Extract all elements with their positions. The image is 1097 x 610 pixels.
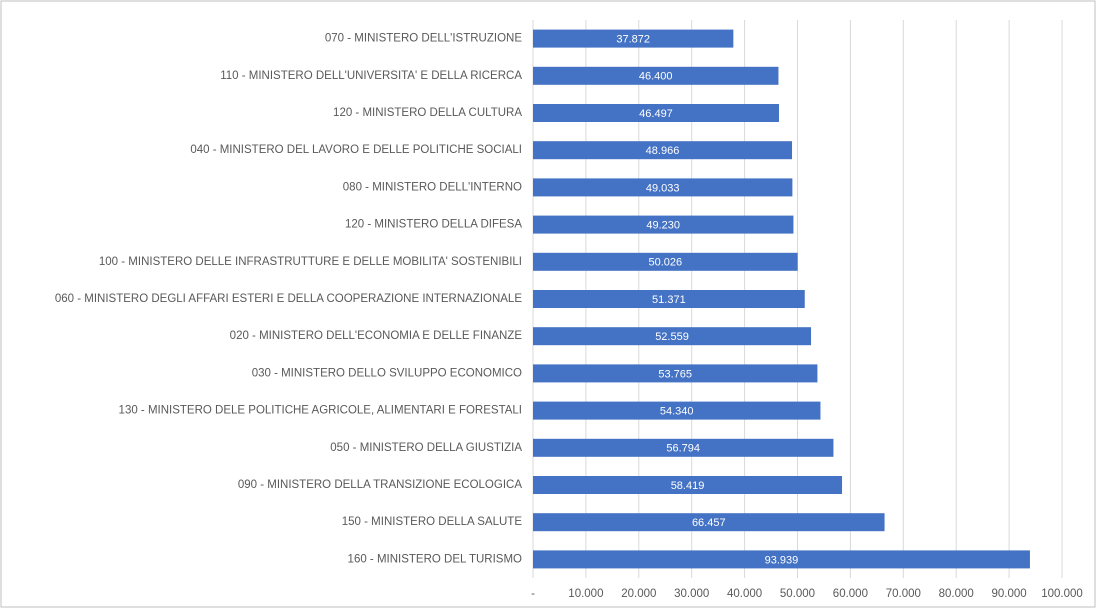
y-tick-label: 130 - MINISTERO DELE POLITICHE AGRICOLE,… bbox=[119, 405, 522, 417]
y-tick-label: 100 - MINISTERO DELLE INFRASTRUTTURE E D… bbox=[99, 256, 522, 268]
data-label: 49.033 bbox=[646, 182, 680, 194]
bar bbox=[533, 66, 779, 85]
y-tick-label: 050 - MINISTERO DELLA GIUSTIZIA bbox=[330, 442, 522, 454]
x-tick-label: 90.000 bbox=[992, 588, 1027, 600]
x-tick-label: 80.000 bbox=[939, 588, 974, 600]
bar bbox=[533, 104, 779, 122]
x-tick-label: - bbox=[531, 588, 535, 600]
bar bbox=[533, 550, 1030, 569]
bar bbox=[533, 29, 734, 48]
data-label: 37.872 bbox=[616, 34, 650, 46]
x-tick-label: 20.000 bbox=[621, 588, 656, 600]
y-tick-label: 040 - MINISTERO DEL LAVORO E DELLE POLIT… bbox=[190, 144, 522, 156]
data-label: 52.559 bbox=[655, 331, 689, 343]
x-tick-label: 40.000 bbox=[727, 588, 762, 600]
bar bbox=[533, 141, 793, 160]
data-label: 66.457 bbox=[692, 517, 726, 529]
x-tick-label: 10.000 bbox=[568, 588, 603, 600]
data-label: 54.340 bbox=[660, 406, 694, 418]
y-tick-label: 060 - MINISTERO DEGLI AFFARI ESTERI E DE… bbox=[55, 293, 522, 305]
bar bbox=[533, 215, 794, 234]
y-tick-label: 030 - MINISTERO DELLO SVILUPPO ECONOMICO bbox=[252, 367, 522, 379]
x-tick-label: 100.000 bbox=[1041, 588, 1083, 600]
y-tick-label: 070 - MINISTERO DELL'ISTRUZIONE bbox=[325, 33, 522, 45]
data-label: 46.400 bbox=[639, 71, 673, 83]
bar bbox=[533, 252, 798, 271]
x-tick-label: 70.000 bbox=[886, 588, 921, 600]
y-tick-label: 020 - MINISTERO DELL'ECONOMIA E DELLE FI… bbox=[230, 330, 523, 342]
y-tick-label: 120 - MINISTERO DELLA DIFESA bbox=[345, 219, 522, 231]
data-label: 46.497 bbox=[639, 108, 673, 120]
bar bbox=[533, 364, 818, 383]
bar bbox=[533, 290, 805, 308]
y-tick-label: 150 - MINISTERO DELLA SALUTE bbox=[342, 516, 523, 528]
y-tick-label: 110 - MINISTERO DELL'UNIVERSITA' E DELLA… bbox=[220, 70, 522, 82]
y-tick-label: 160 - MINISTERO DEL TURISMO bbox=[348, 553, 523, 565]
x-tick-label: 30.000 bbox=[674, 588, 709, 600]
data-label: 93.939 bbox=[765, 554, 799, 566]
data-label: 53.765 bbox=[658, 368, 692, 380]
bar bbox=[533, 327, 812, 346]
data-label: 48.966 bbox=[646, 145, 680, 157]
data-label: 49.230 bbox=[646, 220, 680, 232]
bar bbox=[533, 178, 793, 197]
y-tick-label: 090 - MINISTERO DELLA TRANSIZIONE ECOLOG… bbox=[238, 479, 522, 491]
y-tick-label: 120 - MINISTERO DELLA CULTURA bbox=[333, 107, 522, 119]
data-label: 56.794 bbox=[666, 443, 700, 455]
bar bbox=[533, 401, 821, 420]
data-label: 51.371 bbox=[652, 294, 686, 306]
bar bbox=[533, 476, 843, 494]
bar bbox=[533, 513, 885, 532]
x-tick-label: 60.000 bbox=[833, 588, 868, 600]
x-tick-label: 50.000 bbox=[780, 588, 815, 600]
y-tick-label: 080 - MINISTERO DELL'INTERNO bbox=[343, 181, 522, 193]
data-label: 50.026 bbox=[648, 257, 682, 269]
bar bbox=[533, 438, 834, 457]
data-label: 58.419 bbox=[671, 480, 705, 492]
